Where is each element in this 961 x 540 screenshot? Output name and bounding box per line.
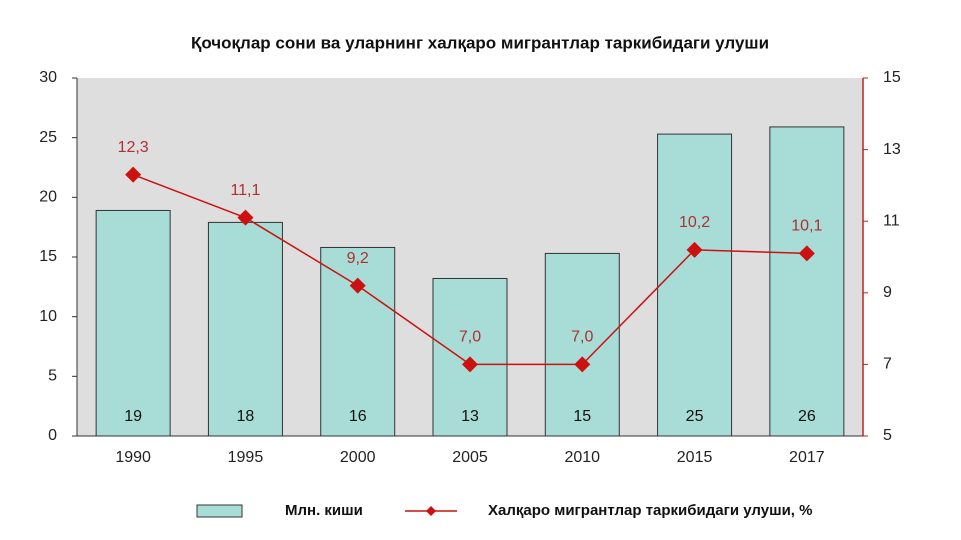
y-tick-label: 30 (39, 69, 57, 86)
marker (125, 166, 142, 183)
data-label: 15 (573, 408, 591, 425)
data-label: 10,1 (791, 218, 822, 235)
y2-tick-label: 7 (883, 356, 892, 373)
x-tick-label: 2005 (452, 449, 488, 466)
y2-tick-label: 9 (883, 284, 892, 301)
marker (574, 356, 591, 373)
marker (237, 209, 254, 226)
chart-title: Қочоқлар сони ва уларнинг халқаро мигран… (191, 33, 769, 52)
data-label: 16 (349, 408, 367, 425)
data-label: 7,0 (459, 329, 481, 346)
x-tick-label: 1995 (228, 449, 264, 466)
bar (769, 126, 845, 437)
marker (349, 277, 366, 294)
data-label: 10,2 (679, 214, 710, 231)
y2-tick-label: 15 (883, 69, 901, 86)
y-tick-label: 15 (39, 248, 57, 265)
data-label: 9,2 (347, 250, 369, 267)
bar (544, 252, 620, 437)
bar (207, 221, 283, 437)
data-label: 25 (686, 408, 704, 425)
data-label: 12,3 (118, 139, 149, 156)
y-tick-label: 10 (39, 308, 57, 325)
x-tick-label: 1990 (115, 449, 151, 466)
marker (686, 241, 703, 258)
y-tick-label: 0 (48, 427, 57, 444)
x-tick-label: 2015 (677, 449, 713, 466)
y-tick-label: 25 (39, 129, 57, 146)
y2-tick-label: 13 (883, 141, 901, 158)
y-tick-label: 20 (39, 189, 57, 206)
legend-marker (426, 506, 436, 516)
legend-label: Млн. киши (285, 502, 363, 519)
data-label: 7,0 (571, 329, 593, 346)
y2-tick-label: 5 (883, 427, 892, 444)
y-tick-label: 5 (48, 368, 57, 385)
x-tick-label: 2017 (789, 449, 825, 466)
bar (95, 209, 171, 437)
legend-swatch (196, 504, 243, 518)
data-label: 13 (461, 408, 479, 425)
bar (432, 277, 508, 437)
x-tick-label: 2000 (340, 449, 376, 466)
legend-label: Халқаро мигрантлар таркибидаги улуши, % (488, 502, 812, 519)
marker (798, 245, 815, 262)
data-label: 18 (237, 408, 255, 425)
marker (462, 356, 478, 373)
data-label: 11,1 (230, 182, 260, 199)
data-label: 19 (124, 408, 142, 425)
data-label: 26 (798, 408, 816, 425)
y2-tick-label: 11 (883, 212, 900, 229)
x-tick-label: 2010 (564, 449, 600, 466)
bar (657, 133, 733, 437)
